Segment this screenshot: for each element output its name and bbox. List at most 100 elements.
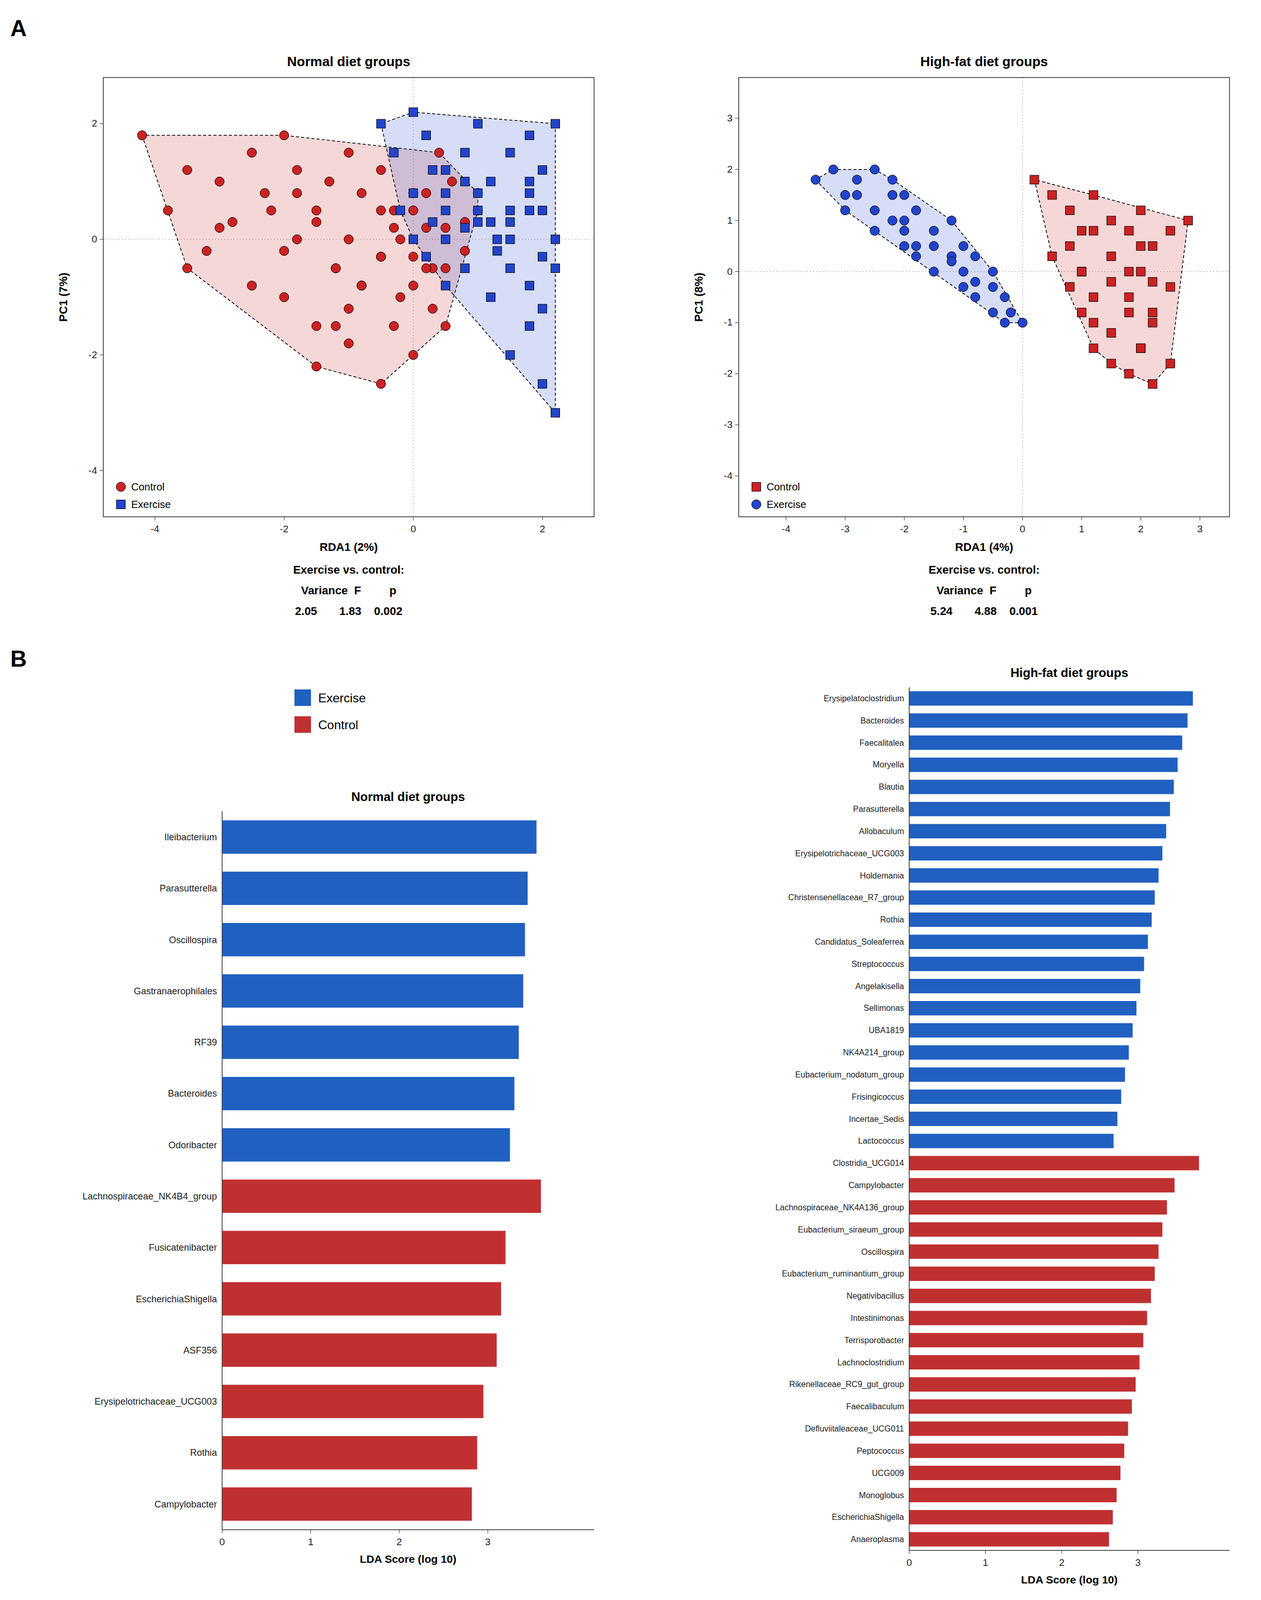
tick-label: 2 xyxy=(726,163,733,175)
point xyxy=(486,217,496,227)
bar xyxy=(909,1199,1167,1214)
tick-label: 1 xyxy=(307,1535,314,1547)
bar xyxy=(909,1531,1110,1547)
point xyxy=(460,263,470,273)
point xyxy=(1088,190,1098,200)
stats-text: Exercise vs. control: xyxy=(292,563,404,576)
point xyxy=(473,188,483,198)
bar xyxy=(909,1266,1155,1281)
point xyxy=(888,190,898,200)
point xyxy=(538,252,548,261)
point xyxy=(1088,318,1098,328)
point xyxy=(1065,205,1074,215)
point xyxy=(331,321,341,331)
bar xyxy=(909,1332,1144,1347)
bar xyxy=(909,1288,1151,1303)
legend-label: Exercise xyxy=(318,690,366,705)
bar xyxy=(909,1000,1137,1016)
point xyxy=(538,379,548,388)
category-label: Holdemania xyxy=(860,870,905,880)
bar xyxy=(909,779,1174,795)
point xyxy=(344,303,354,314)
bar xyxy=(909,1354,1140,1369)
point xyxy=(473,206,483,215)
point xyxy=(441,188,450,198)
point xyxy=(312,217,322,227)
point xyxy=(376,252,386,262)
point xyxy=(376,252,386,262)
plot-area xyxy=(222,819,541,1520)
tick xyxy=(542,516,543,521)
point xyxy=(505,350,515,360)
point xyxy=(376,379,386,389)
point xyxy=(505,235,515,244)
point xyxy=(970,251,980,261)
point xyxy=(1107,251,1116,261)
tick xyxy=(1137,1549,1139,1554)
bar xyxy=(222,1486,472,1521)
bar xyxy=(222,922,525,957)
point xyxy=(1047,251,1057,261)
tick xyxy=(222,1529,223,1533)
tick-label: -3 xyxy=(841,523,850,535)
point xyxy=(182,263,193,273)
category-label: Candidatus_Soleaferrea xyxy=(814,937,905,947)
tick-label: -4 xyxy=(781,523,791,535)
point xyxy=(422,252,431,261)
bar xyxy=(909,757,1178,772)
point xyxy=(473,119,483,129)
point xyxy=(395,292,406,302)
plot-area xyxy=(909,690,1200,1546)
tick-label: 0 xyxy=(726,266,733,277)
category-label: Frisingicoccus xyxy=(851,1092,905,1101)
point xyxy=(396,206,406,215)
point xyxy=(409,235,418,244)
bar xyxy=(909,1177,1175,1193)
point xyxy=(525,177,535,186)
point xyxy=(525,206,535,215)
point xyxy=(422,130,431,140)
panel-label: B xyxy=(10,645,27,672)
tick xyxy=(487,1529,489,1533)
point xyxy=(344,234,354,244)
tick-label: 2 xyxy=(91,117,98,129)
category-label: Streptococcus xyxy=(851,959,905,969)
point xyxy=(492,235,502,244)
point xyxy=(1183,215,1193,225)
tick-label: 3 xyxy=(1135,1556,1142,1568)
panel-label: A xyxy=(10,15,27,41)
tick-label: 1 xyxy=(982,1556,989,1568)
point xyxy=(1136,205,1146,215)
point xyxy=(1088,343,1098,353)
tick xyxy=(99,354,104,355)
tick xyxy=(413,516,414,521)
point xyxy=(182,165,193,175)
bar xyxy=(222,1178,541,1213)
point xyxy=(331,263,341,273)
legend-marker xyxy=(116,500,126,509)
point xyxy=(441,223,451,233)
point xyxy=(292,165,302,175)
point xyxy=(911,241,921,251)
bar xyxy=(909,690,1193,706)
axis-label: RDA1 (4%) xyxy=(955,540,1014,554)
tick xyxy=(154,516,156,521)
tick xyxy=(99,239,104,240)
point xyxy=(551,263,560,273)
point xyxy=(929,226,939,236)
category-label: Rikenellaceae_RC9_gut_group xyxy=(789,1379,905,1389)
legend: ExerciseControl xyxy=(294,689,366,733)
bar xyxy=(222,1332,497,1367)
category-label: Allobaculum xyxy=(859,826,905,836)
tick xyxy=(735,373,739,375)
tick xyxy=(735,475,739,476)
legend-label: Exercise xyxy=(766,498,807,510)
category-label: Eubacterium_siraeum_group xyxy=(798,1224,905,1235)
point xyxy=(1124,307,1134,317)
point xyxy=(266,205,276,215)
point xyxy=(421,263,431,273)
bar xyxy=(909,1487,1117,1502)
category-label: Christensenellaceae_R7_group xyxy=(788,892,905,902)
bar xyxy=(222,1435,478,1470)
point xyxy=(551,408,560,417)
